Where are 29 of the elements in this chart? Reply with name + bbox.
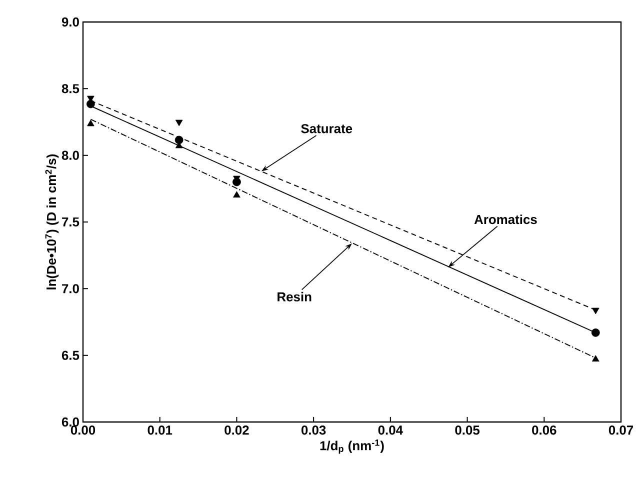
x-tick-label: 0.00 (70, 426, 96, 435)
point (592, 355, 600, 362)
point (87, 120, 94, 126)
annotation: Aromatics (474, 214, 537, 224)
x-tick-label: 0.05 (455, 426, 480, 435)
x-tick-label: 0.04 (378, 426, 403, 435)
point (86, 100, 95, 108)
x-axis-title: 1/d$_{p}$ (nm$^{-1}$) (320, 440, 384, 454)
y-tick-label: 8.0 (62, 150, 79, 160)
point (232, 178, 241, 186)
point (591, 328, 600, 337)
y-tick-label: 7.0 (62, 284, 79, 294)
point (174, 136, 184, 144)
annotation: Saturate (301, 124, 352, 134)
point (175, 120, 183, 126)
y-tick-label: 8.5 (62, 84, 80, 94)
y-tick-label: 6.5 (62, 350, 80, 360)
x-tick-label: 0.07 (608, 426, 634, 435)
x-tick-label: 0.06 (532, 426, 556, 435)
x-tick-label: 0.01 (148, 426, 172, 435)
y-axis-title: ln(De•10$^{7}$) (D in cm$^{2}$/s) (45, 154, 59, 290)
point (592, 308, 600, 314)
y-tick-label: 9.0 (62, 17, 79, 27)
y-tick-label: 7.5 (62, 217, 80, 227)
point (233, 191, 240, 198)
y-tick-label: 6.0 (62, 417, 79, 427)
annotation: Resin (278, 292, 312, 302)
x-tick-label: 0.03 (301, 426, 326, 435)
x-tick-label: 0.02 (224, 426, 249, 435)
